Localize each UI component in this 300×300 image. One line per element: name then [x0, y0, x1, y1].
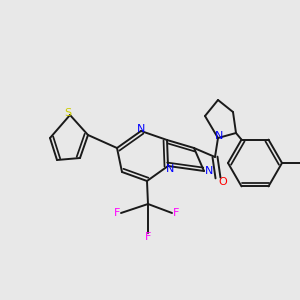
Text: N: N	[137, 124, 145, 134]
Text: F: F	[114, 208, 120, 218]
Text: O: O	[219, 177, 227, 187]
Text: F: F	[145, 232, 151, 242]
Text: S: S	[64, 108, 72, 118]
Text: F: F	[173, 208, 179, 218]
Text: N: N	[166, 164, 174, 174]
Text: N: N	[215, 131, 223, 141]
Text: N: N	[205, 166, 213, 176]
